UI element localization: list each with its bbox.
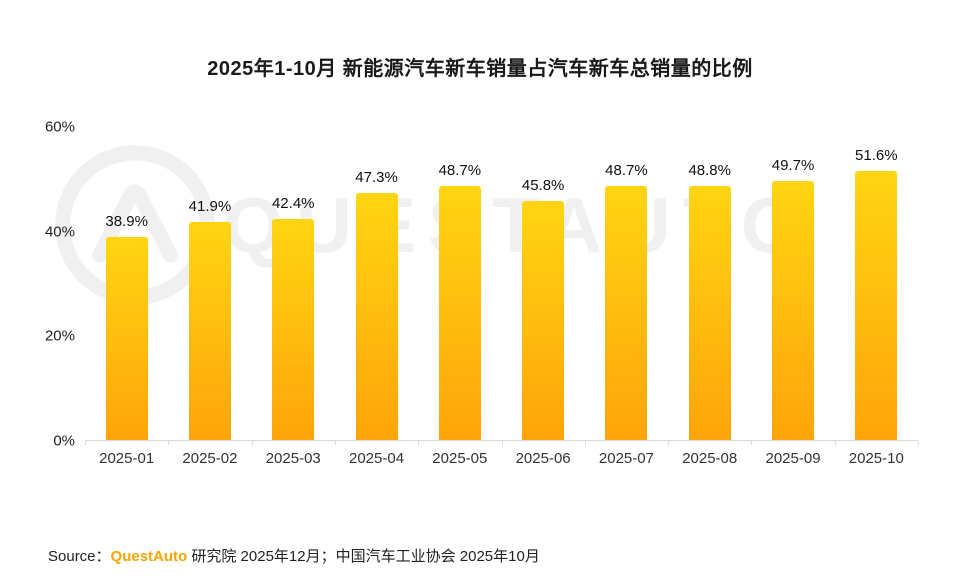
source-note: Source：QuestAuto 研究院 2025年12月；中国汽车工业协会 2… — [48, 545, 540, 566]
axis-tick — [501, 441, 503, 445]
bar-value-label: 48.8% — [688, 161, 731, 179]
axis-tick — [918, 441, 919, 445]
bar-value-label: 48.7% — [438, 162, 482, 180]
bar-column: 48.7% — [418, 127, 501, 441]
bar-value-label: 48.7% — [605, 162, 648, 180]
source-rest: 研究院 2025年12月；中国汽车工业协会 2025年10月 — [187, 548, 540, 565]
bar-chart: QUESTAUTO 0% 20% 40% 60% 38.9% 41.9% 42.4% 47.… — [44, 119, 919, 467]
bar-value-label: 51.6% — [855, 146, 898, 164]
bar-column: 42.4% — [252, 127, 335, 441]
x-tick-label: 2025-08 — [682, 450, 738, 467]
axis-tick — [168, 441, 170, 445]
x-tick-label: 2025-03 — [265, 450, 321, 467]
bar-column: 38.9% — [85, 127, 168, 441]
bar — [188, 221, 231, 441]
axis-tick — [85, 441, 86, 445]
bar-column: 51.6% — [835, 127, 918, 441]
bar-value-label: 42.4% — [271, 195, 315, 213]
axis-tick — [418, 441, 420, 445]
bar — [272, 219, 315, 441]
y-tick-label: 20% — [44, 327, 75, 345]
x-tick-label: 2025-05 — [432, 450, 488, 467]
bar — [438, 186, 481, 441]
bar-column: 47.3% — [335, 127, 418, 441]
bar-value-label: 49.7% — [771, 156, 815, 174]
x-tick-label: 2025-07 — [598, 450, 654, 467]
source-brand: QuestAuto — [110, 548, 188, 565]
axis-tick — [834, 441, 836, 445]
bar — [105, 237, 148, 441]
bar-column: 45.8% — [501, 127, 584, 441]
y-tick-label: 0% — [53, 432, 75, 450]
source-prefix: Source： — [48, 548, 111, 565]
bar — [855, 170, 898, 441]
bars-container: 38.9% 41.9% 42.4% 47.3% 48.7% 45.8% 48.7% 48.8%… — [85, 127, 918, 441]
bar-value-label: 41.9% — [188, 197, 232, 215]
bar — [772, 180, 815, 441]
bar-column: 41.9% — [168, 127, 251, 441]
bar-column: 48.8% — [668, 127, 751, 441]
bar-column: 49.7% — [751, 127, 834, 441]
y-axis: 0% 20% 40% 60% — [44, 119, 85, 450]
bar — [355, 193, 398, 441]
axis-tick — [251, 441, 253, 445]
bar-value-label: 45.8% — [521, 177, 565, 195]
plot-area: 38.9% 41.9% 42.4% 47.3% 48.7% 45.8% 48.7% 48.8%… — [85, 127, 919, 445]
x-tick-label: 2025-02 — [182, 450, 238, 467]
x-axis-line — [85, 440, 918, 441]
x-tick-label: 2025-01 — [99, 450, 155, 467]
axis-tick — [668, 441, 670, 445]
x-axis-labels: 2025-01 2025-02 2025-03 2025-04 2025-05 2025-… — [85, 441, 918, 467]
x-tick-label: 2025-10 — [848, 450, 904, 467]
axis-tick — [334, 441, 336, 445]
bar — [688, 185, 731, 441]
axis-tick — [751, 441, 753, 445]
y-tick-label: 40% — [44, 223, 75, 241]
bar-column: 48.7% — [585, 127, 668, 441]
bar — [522, 201, 565, 441]
axis-tick — [584, 441, 586, 445]
y-tick-label: 60% — [44, 118, 75, 136]
bar — [605, 186, 648, 441]
x-tick-label: 2025-06 — [515, 450, 571, 467]
x-tick-label: 2025-04 — [349, 450, 405, 467]
x-tick-label: 2025-09 — [765, 450, 821, 467]
bar-value-label: 47.3% — [355, 169, 398, 187]
bar-value-label: 38.9% — [105, 213, 148, 231]
chart-title: 2025年1-10月 新能源汽车新车销量占汽车新车总销量的比例 — [207, 58, 753, 80]
